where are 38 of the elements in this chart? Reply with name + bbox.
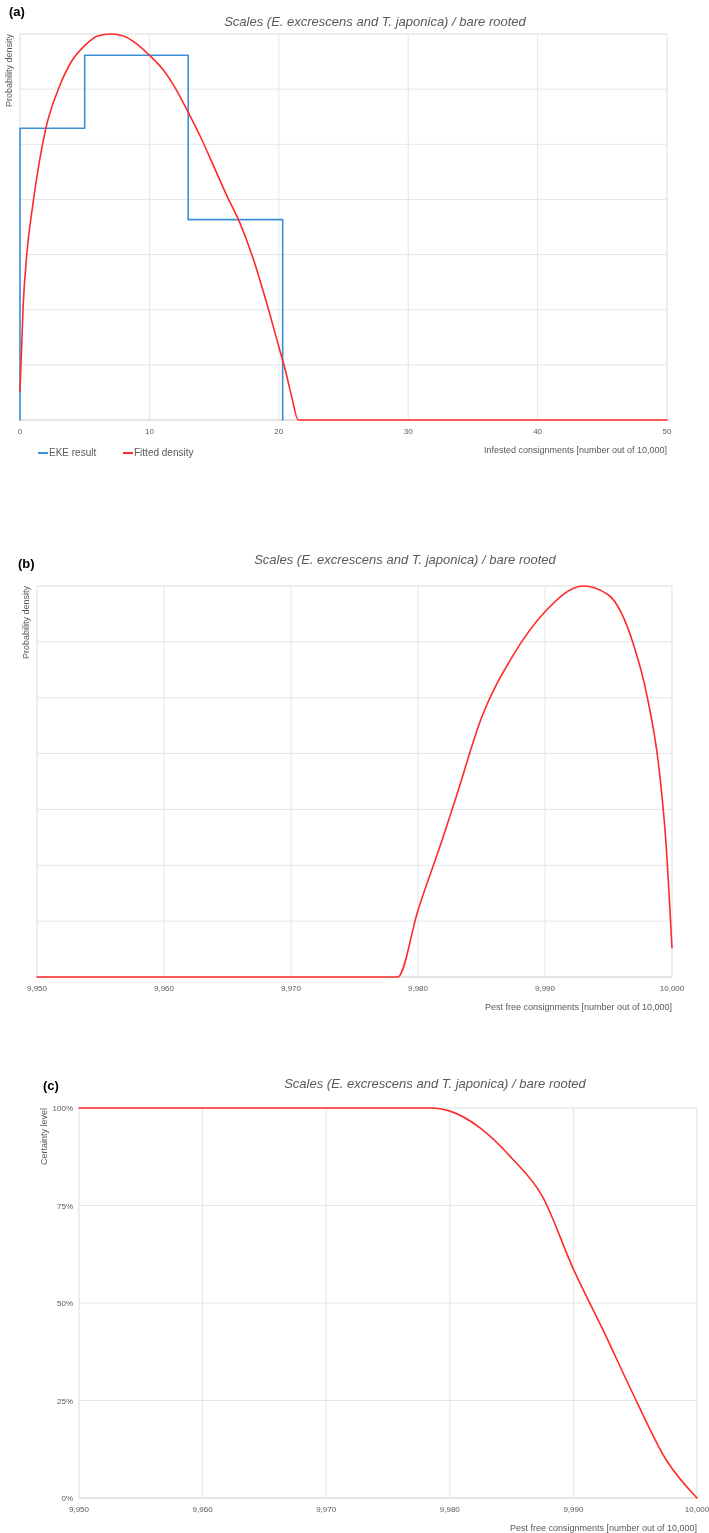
x-tick-label: 50 — [662, 427, 672, 436]
x-tick-label: 10 — [144, 427, 155, 436]
y-axis-title: Certainty level — [39, 1108, 49, 1166]
x-axis-title: Pest free consignments [number out of 10,000] — [509, 1523, 697, 1533]
x-tick-label: 9,970 — [280, 984, 302, 993]
x-tick-label: 9,970 — [316, 1505, 337, 1514]
y-tick-label: 100% — [52, 1104, 73, 1113]
x-tick-label: 9,950 — [26, 984, 48, 993]
line-series — [78, 1107, 698, 1499]
x-tick-label: 40 — [533, 427, 543, 436]
text: (c) — [43, 1078, 59, 1093]
y-tick-label: 25% — [56, 1396, 73, 1406]
x-tick-label: 9,950 — [68, 1505, 90, 1514]
y-axis-title: Probability density — [4, 33, 14, 108]
chart-title: Scales (E. excrescens and T. japonica) / bare rooted — [254, 552, 557, 567]
y-tick-label: 50% — [56, 1299, 73, 1308]
y-tick-label: 75% — [56, 1201, 73, 1211]
x-tick-label: 9,980 — [439, 1505, 461, 1514]
x-tick-label: 9,980 — [407, 984, 429, 993]
x-tick-label: 10,000 — [684, 1505, 709, 1514]
y-axis-title: Probability density — [21, 585, 31, 660]
y-tick-label: 0% — [61, 1494, 73, 1503]
text: (a) — [9, 4, 25, 19]
x-tick-label: 0 — [17, 427, 23, 436]
legend-label: EKE result — [49, 447, 97, 458]
text: (b) — [18, 556, 35, 571]
x-tick-label: 20 — [274, 427, 284, 436]
x-tick-label: 30 — [403, 427, 414, 436]
x-tick-label: 9,960 — [192, 1505, 214, 1514]
x-tick-label: 10,000 — [659, 984, 685, 993]
chart-title: Scales (E. excrescens and T. japonica) / bare rooted — [224, 14, 527, 29]
x-tick-label: 9,990 — [563, 1505, 584, 1514]
x-tick-label: 9,960 — [153, 984, 175, 993]
chart-title: Scales (E. excrescens and T. japonica) / bare rooted — [284, 1076, 587, 1091]
x-axis-title: Infested consignments [number out of 10,000] — [483, 445, 667, 455]
x-tick-label: 9,990 — [534, 984, 556, 993]
legend-label: Fitted density — [134, 447, 194, 458]
x-axis-title: Pest free consignments [number out of 10,000] — [484, 1002, 672, 1012]
